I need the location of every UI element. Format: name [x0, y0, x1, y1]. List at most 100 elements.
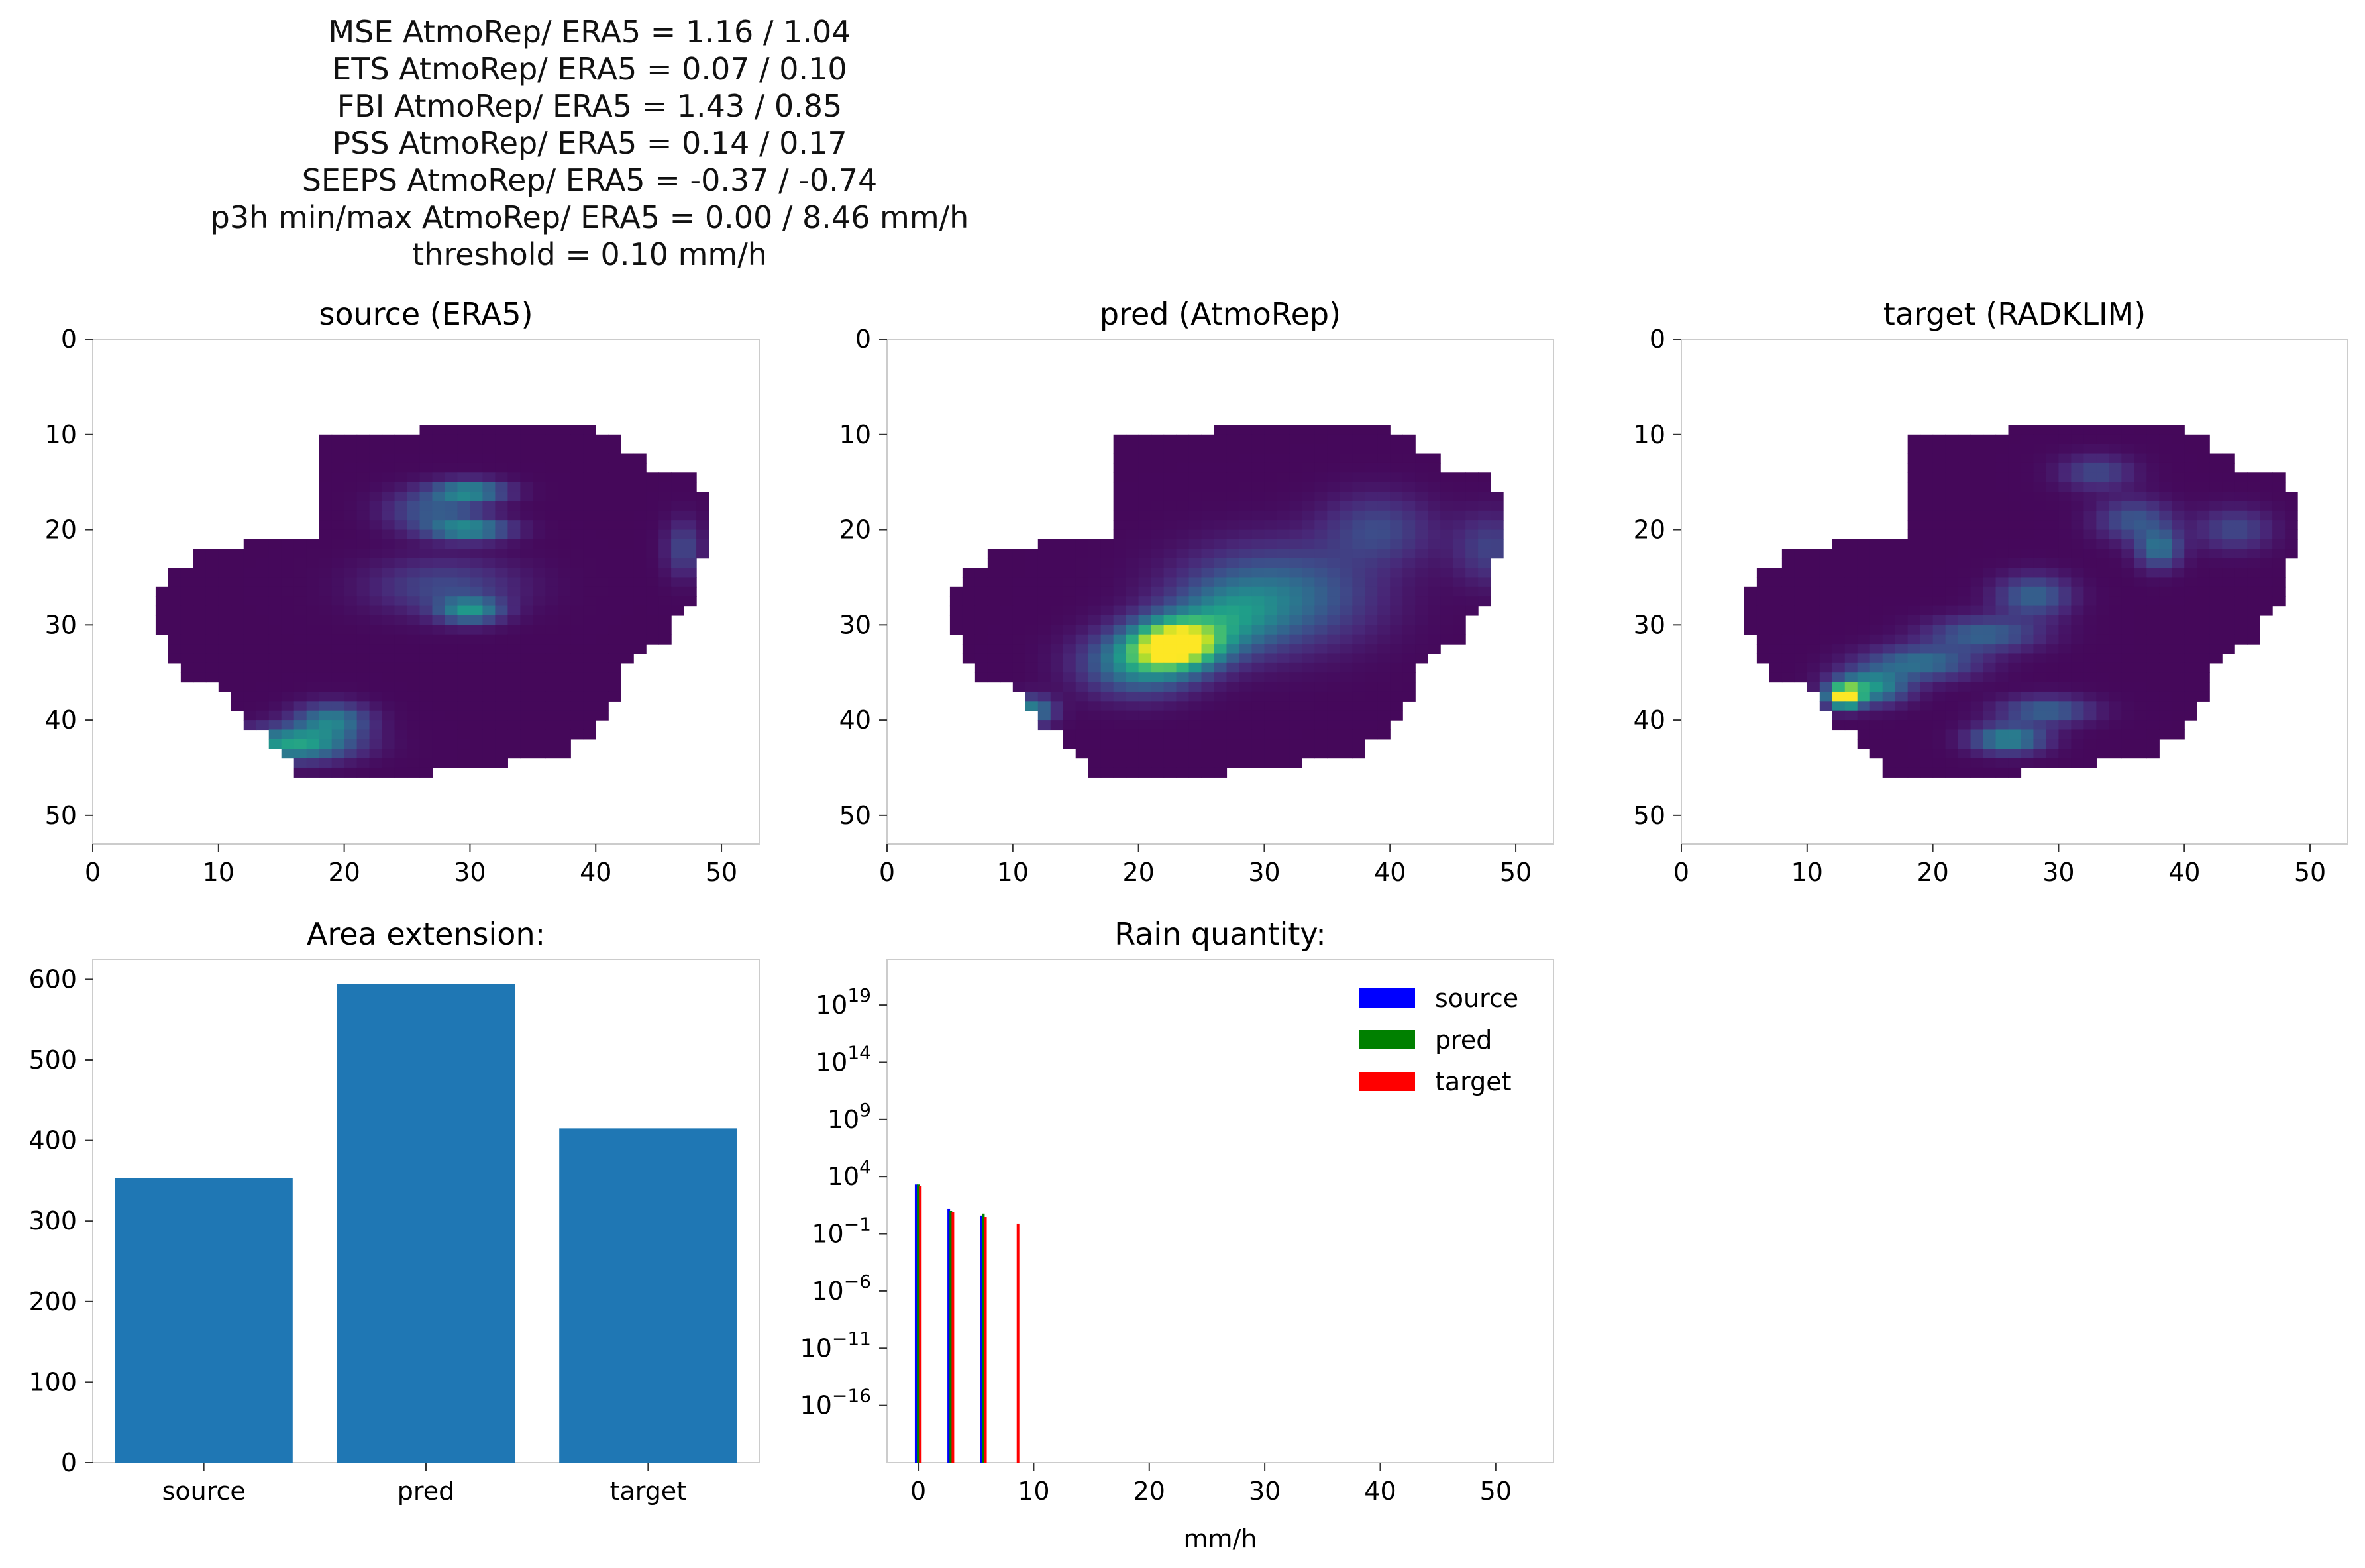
heatmap-cell [1176, 510, 1190, 521]
heatmap-cell [1440, 492, 1453, 502]
heatmap-cell [1239, 758, 1253, 768]
heatmap-cell [1037, 720, 1051, 731]
heatmap-cell [344, 605, 358, 616]
heatmap-cell [507, 682, 521, 692]
heatmap-cell [2159, 501, 2172, 511]
heatmap-cell [1907, 577, 1921, 588]
heatmap-cell [1365, 529, 1378, 540]
heatmap-cell [2121, 444, 2134, 454]
heatmap-cell [1958, 749, 1971, 759]
heatmap-cell [1377, 549, 1391, 559]
heatmap-cell [545, 501, 558, 511]
heatmap-cell [369, 434, 383, 444]
heatmap-cell [1895, 605, 1909, 616]
heatmap-cell [1958, 644, 1971, 654]
heatmap-cell [2121, 549, 2134, 559]
heatmap-cell [2121, 501, 2134, 511]
heatmap-cell [2046, 510, 2060, 521]
heatmap-cell [1302, 549, 1315, 559]
heatmap-cell [962, 653, 976, 664]
heatmap-cell [1251, 492, 1265, 502]
heatmap-cell [2071, 615, 2084, 625]
heatmap-cell [193, 549, 207, 559]
heatmap-cell [419, 634, 433, 645]
heatmap-cell [2033, 492, 2047, 502]
heatmap-cell [1478, 596, 1491, 607]
heatmap-cell [445, 492, 458, 502]
heatmap-cell [180, 605, 194, 616]
heatmap-cell [1277, 549, 1290, 559]
heatmap-cell [1050, 539, 1064, 549]
heatmap-cell [319, 577, 333, 588]
heatmap-cell [2234, 577, 2248, 588]
heatmap-cell [583, 625, 596, 635]
heatmap-cell [1113, 558, 1127, 568]
heatmap-cell [1151, 739, 1165, 749]
heatmap-cell [1781, 577, 1795, 588]
heatmap-cell [671, 596, 684, 607]
heatmap-cell [306, 672, 320, 683]
heatmap-cell [1251, 482, 1265, 492]
heatmap-cell [306, 758, 320, 768]
heatmap-cell [407, 739, 421, 749]
heatmap-cell [1769, 596, 1783, 607]
heatmap-cell [1113, 510, 1127, 521]
heatmap-cell [621, 501, 634, 511]
heatmap-cell [1832, 682, 1846, 692]
heatmap-cell [1807, 682, 1820, 692]
heatmap-cell [2046, 434, 2060, 444]
heatmap-cell [1932, 720, 1946, 731]
heatmap-cell [1958, 758, 1971, 768]
y-tick-label: 30 [45, 610, 77, 639]
heatmap-cell [356, 501, 370, 511]
heatmap-cell [1920, 472, 1934, 483]
heatmap-cell [1895, 539, 1909, 549]
heatmap-cell [319, 462, 333, 473]
heatmap-cell [1025, 682, 1039, 692]
heatmap-cell [2033, 691, 2047, 702]
heatmap-cell [1832, 672, 1846, 683]
heatmap-cell [1126, 529, 1139, 540]
heatmap-cell [1251, 453, 1265, 464]
heatmap-cell [319, 749, 333, 759]
heatmap-cell [1226, 510, 1240, 521]
heatmap-cell [445, 482, 458, 492]
y-tick-label: 10 [1634, 420, 1665, 449]
heatmap-cell [1377, 482, 1391, 492]
heatmap-cell [1075, 653, 1089, 664]
heatmap-cell [1920, 615, 1934, 625]
heatmap-cell [331, 510, 345, 521]
heatmap-cell [2021, 720, 2034, 731]
heatmap-cell [1063, 549, 1077, 559]
heatmap-cell [2071, 482, 2084, 492]
heatmap-cell [608, 691, 621, 702]
heatmap-cell [507, 653, 521, 664]
heatmap-cell [394, 615, 408, 625]
heatmap-cell [457, 634, 471, 645]
heatmap-cell [432, 425, 446, 435]
heatmap-cell [369, 691, 383, 702]
heatmap-cell [520, 462, 533, 473]
heatmap-cell [1983, 701, 1997, 711]
heatmap-cell [1037, 701, 1051, 711]
heatmap-cell [445, 577, 458, 588]
heatmap-cell [2071, 444, 2084, 454]
heatmap-cell [533, 739, 546, 749]
heatmap-cell [1075, 701, 1089, 711]
heatmap-cell [583, 720, 596, 731]
heatmap-cell [2209, 462, 2223, 473]
heatmap-cell [495, 510, 508, 521]
heatmap-cell [1844, 682, 1858, 692]
heatmap-cell [1163, 596, 1177, 607]
heatmap-cell [1970, 501, 1984, 511]
heatmap-cell [1402, 529, 1416, 540]
heatmap-cell [545, 453, 558, 464]
heatmap-cell [1050, 568, 1064, 578]
heatmap-cell [583, 492, 596, 502]
heatmap-cell [1277, 568, 1290, 578]
heatmap-cell [1365, 434, 1378, 444]
heatmap-cell [1138, 625, 1152, 635]
heatmap-cell [356, 701, 370, 711]
heatmap-cell [1857, 739, 1871, 749]
heatmap-cell [545, 749, 558, 759]
